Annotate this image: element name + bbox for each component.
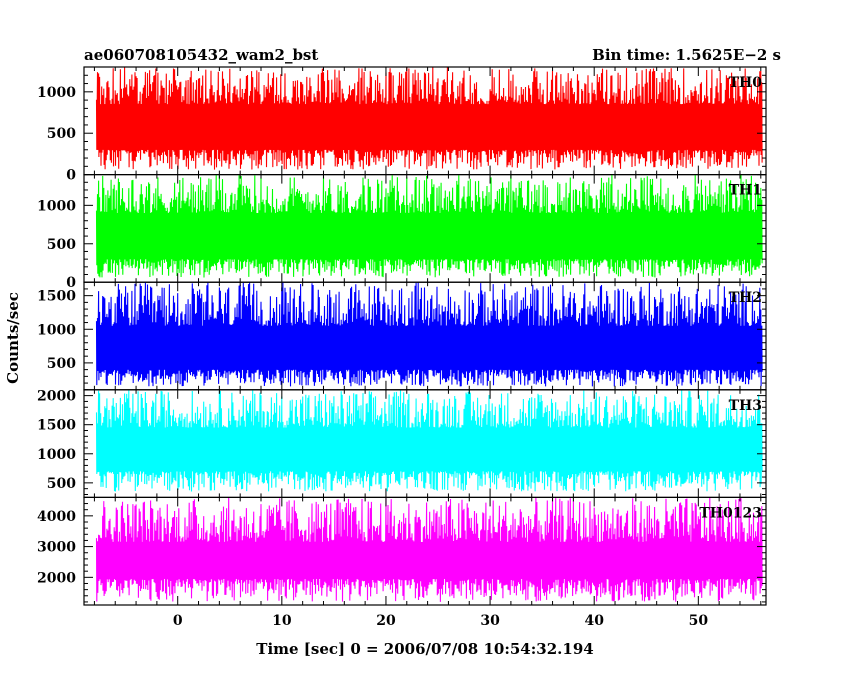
panel-label-th1: TH1 [729,183,762,199]
y-tick-label: 2000 [37,570,76,586]
y-tick-label: 500 [47,237,76,253]
panel-label-th0: TH0 [729,75,763,91]
panel-th0123: 2000 3000 4000 TH0123 [37,496,767,606]
series-line-th2 [95,282,763,387]
y-tick-label: 1000 [37,85,76,101]
x-tick-label: 10 [272,613,292,629]
x-tick-label: 20 [376,613,396,629]
panel-th0: 0 500 1000 TH0 [37,66,767,184]
panel-th2: 500 1000 1500 TH2 [37,281,767,391]
y-tick-label: 500 [47,476,76,492]
series-line-th0123 [95,497,763,602]
panels-group: 0 500 1000 TH0 0 500 1000 TH1 500 1000 1500 TH2 500 1… [37,66,767,606]
panel-th3: 500 1000 1500 2000 TH3 [37,389,767,498]
y-tick-label: 0 [66,168,76,184]
chart-title-right: Bin time: 1.5625E−2 s [592,46,781,64]
y-tick-label: 2000 [37,389,76,405]
y-tick-label: 1500 [37,289,76,305]
x-tick-label: 0 [173,613,183,629]
panel-label-th2: TH2 [729,290,762,306]
y-tick-label: 4000 [37,509,76,525]
panel-frame [83,496,767,606]
series-line-th3 [95,390,763,492]
x-tick-label: 50 [689,613,709,629]
x-tick-label: 40 [584,613,604,629]
x-axis-label: Time [sec] 0 = 2006/07/08 10:54:32.194 [256,640,593,658]
y-axis-label: Counts/sec [4,292,22,384]
y-tick-label: 1000 [37,447,76,463]
y-tick-label: 3000 [37,540,76,556]
panel-label-th3: TH3 [729,398,762,414]
chart-title-left: ae060708105432_wam2_bst [84,46,318,64]
y-tick-label: 500 [47,126,76,142]
panel-th1: 0 500 1000 TH1 [37,174,767,291]
x-axis-ticks: 0 10 20 30 40 50 [173,613,708,629]
y-tick-label: 500 [47,356,76,372]
x-tick-label: 30 [480,613,500,629]
y-tick-label: 0 [66,275,76,291]
y-tick-label: 1000 [37,322,76,338]
series-line-th1 [95,174,763,278]
y-tick-label: 1000 [37,198,76,214]
panel-label-th0123: TH0123 [699,505,762,521]
y-tick-label: 1500 [37,418,76,434]
series-line-th0 [95,67,763,170]
